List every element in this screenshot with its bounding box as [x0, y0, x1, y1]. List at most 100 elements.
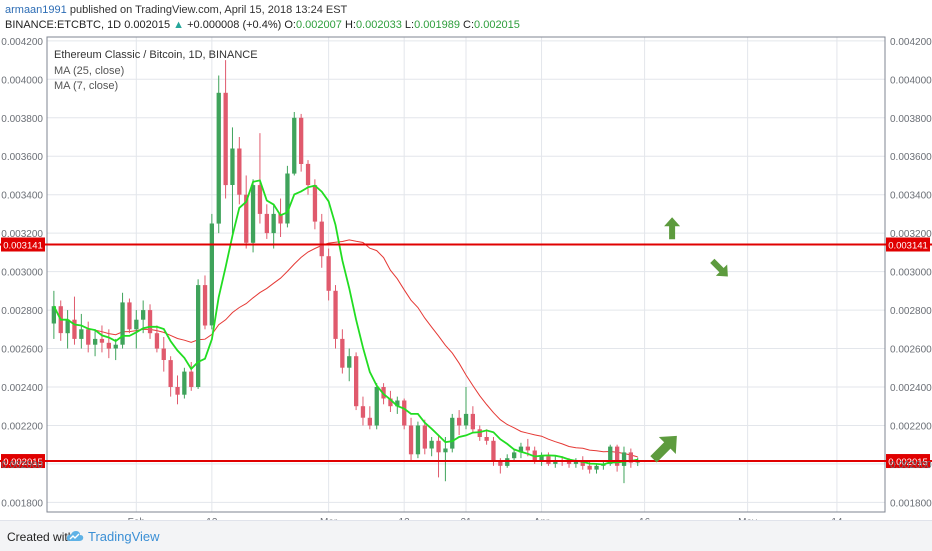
candle-body [505, 458, 510, 466]
candle-body [93, 338, 98, 345]
candle-body [134, 319, 139, 330]
legend-ma7: MA (7, close) [54, 80, 118, 92]
author-link[interactable]: armaan1991 [5, 4, 67, 16]
candle-body [292, 117, 297, 174]
x-tick-label: 16 [639, 517, 651, 520]
arrow-up-right-icon[interactable] [645, 427, 685, 467]
y-tick-label-left: 0.002800 [1, 306, 43, 317]
candle-body [360, 406, 366, 418]
candle-body [340, 338, 345, 368]
low-value: 0.001989 [414, 19, 460, 31]
candle-body [628, 452, 633, 463]
low-label: L: [404, 19, 415, 31]
level-tag-right [886, 237, 930, 252]
candle-body [587, 465, 592, 470]
candle-body [457, 417, 462, 426]
y-tick-label-right: 0.004200 [890, 37, 932, 48]
candle-body [388, 398, 393, 407]
candle-body [154, 333, 160, 349]
candle-body [299, 117, 304, 164]
candle-body [141, 310, 146, 320]
y-tick-label-right: 0.001800 [890, 498, 932, 509]
y-tick-label-right: 0.004000 [890, 75, 932, 86]
last-price: 0.002015 [124, 19, 171, 31]
price-chart[interactable]: 0.003141 0.003141 0.002015 0.002015 0.00180… [0, 0, 932, 520]
x-tick-label: 14 [831, 517, 843, 520]
tradingview-cloud-icon[interactable] [66, 530, 84, 542]
candle-body [566, 462, 572, 464]
candle-body [518, 446, 524, 453]
tradingview-brand-link[interactable]: TradingView [88, 529, 160, 544]
candle-body [539, 456, 544, 460]
candle-body [608, 446, 613, 464]
y-tick-label-left: 0.003200 [1, 229, 43, 240]
arrow-down-right-icon[interactable] [707, 255, 734, 282]
candle-body [491, 440, 496, 462]
y-tick-label-left: 0.004000 [1, 75, 43, 86]
grid [47, 37, 885, 512]
candle-body [250, 185, 256, 243]
candle-body [347, 356, 352, 368]
y-tick-label-left: 0.003400 [1, 191, 43, 202]
candle-body [333, 290, 338, 339]
candle-body [615, 446, 620, 466]
candle-body [532, 450, 537, 461]
candle-body [182, 371, 187, 395]
candle-body [470, 413, 475, 430]
candle-body [244, 194, 249, 243]
candle-body [113, 344, 118, 349]
candle-body [196, 285, 201, 387]
candle-body [374, 387, 379, 426]
candles-layer [51, 60, 640, 484]
candle-body [395, 400, 400, 407]
candle-body [120, 302, 125, 345]
candle-body [621, 452, 627, 466]
level-label-right: 0.003141 [888, 241, 928, 252]
close-value: 0.002015 [474, 19, 520, 31]
high-value: 0.002033 [355, 19, 402, 31]
candle-body [326, 256, 331, 291]
candle-body [216, 92, 221, 224]
candle-body [450, 417, 455, 449]
candle-body [65, 319, 70, 334]
candle-body [99, 338, 105, 343]
open-value: 0.002007 [295, 19, 342, 31]
x-tick-label: May [738, 517, 757, 520]
candle-body [237, 148, 242, 195]
y-tick-label-right: 0.002400 [890, 383, 932, 394]
candle-body [594, 465, 599, 470]
y-tick-label-right: 0.002600 [890, 345, 932, 356]
y-tick-label-left: 0.004200 [1, 37, 43, 48]
x-tick-label: Apr [534, 517, 550, 520]
candle-body [354, 356, 359, 407]
y-tick-label-left: 0.003000 [1, 268, 43, 279]
candle-body [271, 213, 276, 234]
triangle-up-icon: ▲ [173, 19, 185, 31]
candle-body [319, 221, 324, 257]
symbol: BINANCE:ETCBTC, 1D [5, 19, 122, 31]
y-tick-label-left: 0.002400 [1, 383, 43, 394]
level-label-left: 0.002015 [3, 457, 43, 468]
arrows-layer [645, 217, 734, 467]
y-tick-label-right: 0.003800 [890, 114, 932, 125]
candle-body [402, 400, 407, 426]
candle-body [422, 425, 427, 449]
candle-body [168, 360, 173, 387]
candle-body [580, 460, 585, 466]
candle-body [161, 348, 166, 360]
x-tick-label: 21 [460, 517, 472, 520]
candle-body [498, 462, 503, 466]
candle-body [230, 148, 235, 185]
level-label-left: 0.003141 [3, 241, 43, 252]
arrow-up-icon[interactable] [664, 217, 681, 240]
axes-layer: 0.001800 0.001800 0.002000 0.002000 0.002200… [1, 37, 932, 520]
ma7-layer [53, 179, 638, 466]
candle-body [463, 413, 469, 426]
x-tick-label: Mar [320, 517, 338, 520]
legend-title: Ethereum Classic / Bitcoin, 1D, BINANCE [54, 49, 258, 61]
candle-body [525, 446, 530, 451]
y-tick-label-right: 0.003600 [890, 152, 932, 163]
level-tag-left [1, 237, 45, 252]
ma7-line [53, 179, 638, 466]
open-label: O: [284, 19, 296, 31]
